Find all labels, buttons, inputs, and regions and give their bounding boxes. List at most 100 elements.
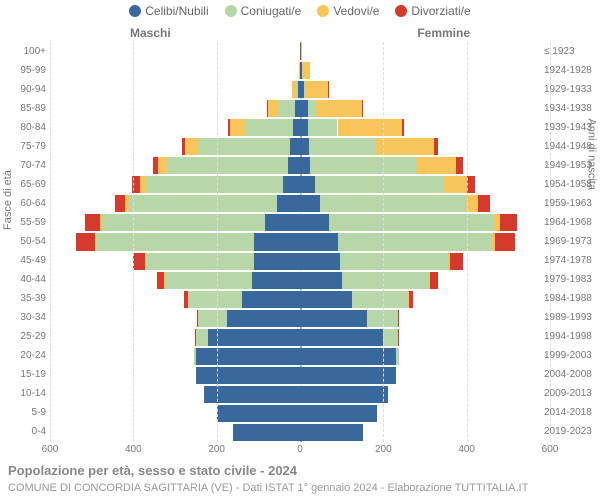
bar-male-divorced — [267, 100, 268, 117]
bar-male-single — [293, 119, 301, 136]
pyramid-row — [50, 423, 550, 442]
bar-female-divorced — [362, 100, 363, 117]
bar-male-divorced — [133, 253, 146, 270]
legend-item-widowed: Vedovi/e — [317, 4, 379, 18]
bar-female-widowed — [316, 100, 362, 117]
birth-year-label: 2019-2023 — [544, 426, 600, 437]
legend-swatch-married — [225, 5, 237, 17]
bar-male-single — [208, 329, 300, 346]
age-band-label: 90-94 — [0, 84, 46, 95]
pyramid-row — [50, 290, 550, 309]
legend-label-widowed: Vedovi/e — [333, 4, 379, 18]
bar-female-single — [300, 386, 388, 403]
bar-female-divorced — [434, 138, 438, 155]
age-band-label: 100+ — [0, 46, 46, 57]
pyramid-row — [50, 271, 550, 290]
bar-male-divorced — [184, 291, 187, 308]
bar-female-married — [315, 176, 444, 193]
grid-line — [383, 42, 384, 442]
bar-male-married — [188, 291, 242, 308]
birth-year-label: 1979-1983 — [544, 274, 600, 285]
grid-line — [133, 42, 134, 442]
legend: Celibi/NubiliConiugati/eVedovi/eDivorzia… — [0, 4, 600, 18]
pyramid-row — [50, 347, 550, 366]
bar-male-married — [296, 81, 299, 98]
bar-female-married — [308, 100, 316, 117]
grid-line — [467, 42, 468, 442]
x-tick-label: 400 — [125, 444, 142, 455]
birth-year-label: 1939-1943 — [544, 122, 600, 133]
age-band-label: 40-44 — [0, 274, 46, 285]
bar-male-married — [146, 176, 284, 193]
bar-male-widowed — [145, 253, 146, 270]
legend-swatch-single — [129, 5, 141, 17]
plot-area — [50, 42, 550, 442]
chart-title: Popolazione per età, sesso e stato civil… — [8, 463, 297, 478]
age-band-label: 30-34 — [0, 312, 46, 323]
bar-male-widowed — [185, 138, 198, 155]
bar-male-divorced — [182, 138, 185, 155]
bar-male-married — [198, 138, 290, 155]
bar-male-divorced — [76, 233, 95, 250]
bar-female-divorced — [450, 253, 463, 270]
bar-male-widowed — [292, 81, 296, 98]
bar-male-widowed — [95, 233, 96, 250]
bar-female-single — [300, 424, 363, 441]
bar-male-married — [146, 253, 254, 270]
birth-year-label: 1974-1978 — [544, 255, 600, 266]
bar-female-married — [383, 329, 398, 346]
bar-female-married — [338, 233, 492, 250]
birth-year-label: 1984-1988 — [544, 293, 600, 304]
legend-swatch-divorced — [395, 5, 407, 17]
header-female: Femmine — [417, 26, 470, 40]
bar-male-single — [217, 405, 300, 422]
bar-male-divorced — [115, 195, 125, 212]
bar-male-married — [96, 233, 254, 250]
bar-female-widowed — [302, 62, 310, 79]
bar-male-widowed — [158, 157, 166, 174]
bar-female-single — [300, 176, 315, 193]
bar-male-married — [194, 348, 196, 365]
age-band-label: 50-54 — [0, 236, 46, 247]
birth-year-label: 1954-1958 — [544, 179, 600, 190]
bar-female-married — [309, 138, 376, 155]
pyramid-row — [50, 328, 550, 347]
bar-female-divorced — [478, 195, 490, 212]
bar-female-married — [308, 119, 337, 136]
bar-male-married — [245, 119, 293, 136]
age-band-label: 35-39 — [0, 293, 46, 304]
pyramid-row — [50, 232, 550, 251]
age-band-label: 80-84 — [0, 122, 46, 133]
bar-female-widowed — [417, 157, 457, 174]
bar-female-married — [310, 157, 416, 174]
birth-year-label: 2009-2013 — [544, 388, 600, 399]
bar-male-married — [167, 157, 288, 174]
bar-female-widowed — [301, 43, 302, 60]
bar-female-divorced — [467, 176, 475, 193]
pyramid-row — [50, 42, 550, 61]
pyramid-row — [50, 80, 550, 99]
bar-male-single — [290, 138, 300, 155]
bar-male-single — [196, 348, 300, 365]
bar-male-single — [254, 233, 300, 250]
grid-line — [217, 42, 218, 442]
bar-female-single — [300, 310, 367, 327]
pyramid-row — [50, 99, 550, 118]
pyramid-row — [50, 309, 550, 328]
bar-male-single — [242, 291, 300, 308]
header-male: Maschi — [130, 26, 171, 40]
birth-year-label: 2014-2018 — [544, 407, 600, 418]
bar-female-single — [300, 119, 308, 136]
bar-female-married — [396, 348, 399, 365]
age-band-label: 60-64 — [0, 198, 46, 209]
pyramid-row — [50, 61, 550, 80]
bar-male-single — [233, 424, 300, 441]
birth-year-label: 2004-2008 — [544, 369, 600, 380]
legend-item-married: Coniugati/e — [225, 4, 302, 18]
age-band-label: 0-4 — [0, 426, 46, 437]
bar-female-married — [329, 214, 494, 231]
age-band-label: 20-24 — [0, 350, 46, 361]
bar-female-single — [300, 405, 377, 422]
birth-year-label: 1969-1973 — [544, 236, 600, 247]
birth-year-label: 1929-1933 — [544, 84, 600, 95]
